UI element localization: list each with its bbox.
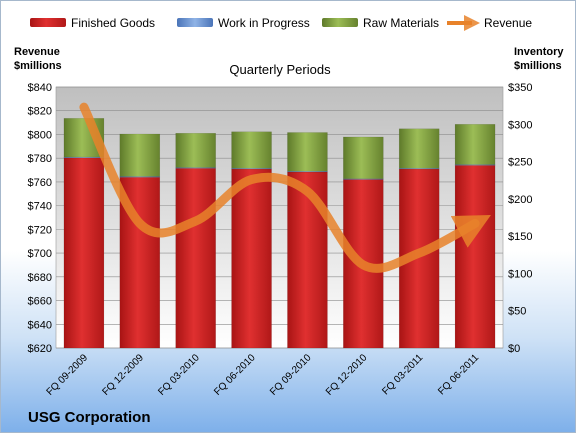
- right-tick-label: $250: [508, 157, 532, 169]
- legend-item-work-in-progress: Work in Progress: [177, 16, 310, 30]
- right-axis-ticks: $0 $50 $100 $150 $200 $250 $300 $350: [508, 82, 532, 355]
- right-axis-label-line1: Inventory: [514, 46, 564, 58]
- left-axis-label-line2: $millions: [14, 60, 62, 72]
- company-name: USG Corporation: [28, 409, 151, 426]
- x-tick-label: FQ 06-2011: [436, 352, 481, 397]
- left-tick-label: $740: [28, 201, 52, 213]
- legend-label-raw-materials: Raw Materials: [363, 16, 439, 30]
- right-tick-label: $150: [508, 231, 532, 243]
- left-tick-label: $700: [28, 248, 52, 260]
- left-tick-label: $840: [28, 82, 52, 94]
- right-tick-label: $0: [508, 343, 520, 355]
- right-tick-label: $100: [508, 268, 532, 280]
- bar-raw-materials: [454, 124, 496, 165]
- x-tick-label: FQ 09-2009: [45, 352, 91, 398]
- x-tick-label: FQ 06-2010: [212, 352, 258, 398]
- x-tick-label: FQ 03-2010: [156, 352, 202, 398]
- bar-raw-materials: [343, 136, 384, 179]
- legend-item-revenue: Revenue: [447, 15, 532, 31]
- revenue-line: [79, 102, 491, 273]
- left-tick-label: $720: [28, 224, 52, 236]
- bar-raw-materials: [119, 133, 161, 177]
- bar-raw-materials: [231, 131, 272, 169]
- x-tick-label: FQ 12-2009: [100, 352, 146, 398]
- legend-item-finished-goods: Finished Goods: [30, 16, 155, 30]
- left-tick-label: $800: [28, 129, 52, 141]
- bar-finished-goods: [287, 171, 328, 349]
- legend-item-raw-materials: Raw Materials: [322, 16, 439, 30]
- legend-swatch-work-in-progress: [177, 18, 213, 27]
- bar-raw-materials: [398, 128, 440, 169]
- bar-finished-goods: [454, 165, 496, 349]
- right-tick-label: $200: [508, 194, 532, 206]
- left-tick-label: $680: [28, 272, 52, 284]
- legend-swatch-finished-goods: [30, 18, 66, 27]
- left-tick-label: $620: [28, 343, 52, 355]
- bar-raw-materials: [287, 132, 328, 172]
- left-tick-label: $660: [28, 296, 52, 308]
- chart-subtitle: Quarterly Periods: [229, 62, 331, 77]
- left-tick-label: $640: [28, 319, 52, 331]
- right-tick-label: $50: [508, 306, 526, 318]
- legend-label-work-in-progress: Work in Progress: [218, 16, 310, 30]
- bar-finished-goods: [231, 168, 272, 349]
- legend: Finished Goods Work in Progress Raw Mate…: [30, 15, 532, 31]
- left-tick-label: $820: [28, 106, 52, 118]
- bar-raw-materials: [175, 132, 216, 168]
- x-axis-ticks: FQ 09-2009 FQ 12-2009 FQ 03-2010 FQ 06-2010…: [45, 352, 482, 398]
- x-tick-label: FQ 12-2010: [324, 352, 370, 398]
- legend-label-finished-goods: Finished Goods: [71, 16, 155, 30]
- legend-label-revenue: Revenue: [484, 16, 532, 30]
- revenue-line-group: [79, 102, 491, 273]
- x-tick-label: FQ 03-2011: [380, 352, 425, 397]
- bar-finished-goods: [175, 168, 216, 349]
- left-tick-label: $780: [28, 153, 52, 165]
- bar-finished-goods: [63, 157, 105, 349]
- x-tick-label: FQ 09-2010: [268, 352, 314, 398]
- left-axis-label-line1: Revenue: [14, 46, 60, 58]
- right-tick-label: $350: [508, 82, 532, 94]
- left-tick-label: $760: [28, 177, 52, 189]
- right-tick-label: $300: [508, 119, 532, 131]
- right-axis-label-line2: $millions: [514, 60, 562, 72]
- left-axis-ticks: $620 $640 $660 $680 $700 $720 $740 $760 $780 $800…: [28, 82, 52, 355]
- legend-swatch-raw-materials: [322, 18, 358, 27]
- bars-group: [63, 118, 496, 349]
